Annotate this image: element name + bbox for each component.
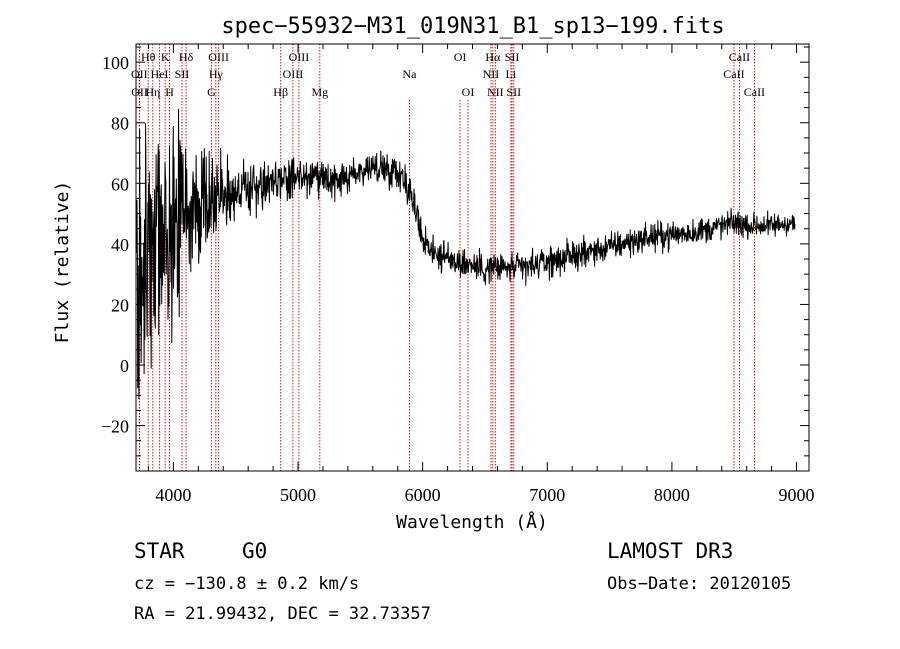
y-tick-label: 60 (111, 174, 129, 194)
observation-date: Obs−Date: 20120105 (607, 574, 792, 594)
line-label: Hα (485, 50, 501, 64)
plot-frame (135, 43, 810, 472)
y-tick-label: 40 (111, 235, 129, 255)
line-label: G (207, 85, 216, 99)
y-tick-label: 80 (111, 114, 129, 134)
x-tick-label: 5000 (280, 485, 316, 505)
coordinates: RA = 21.99432, DEC = 32.73357 (134, 604, 431, 624)
line-label: OI (454, 50, 467, 64)
x-axis: 4000 5000 6000 7000 8000 9000 (147, 44, 815, 505)
line-label: NII (483, 67, 500, 81)
radial-velocity: cz = −130.8 ± 0.2 km/s (134, 574, 360, 594)
x-tick-label: 8000 (654, 485, 690, 505)
survey-release: LAMOST DR3 (607, 539, 734, 563)
y-tick-label: 20 (111, 295, 129, 315)
y-tick-label: 0 (120, 356, 129, 376)
line-label: CaII (723, 67, 744, 81)
line-label: SII (505, 50, 520, 64)
line-label: Hγ (209, 67, 224, 81)
line-label: H (165, 85, 174, 99)
x-tick-label: 9000 (779, 485, 815, 505)
x-axis-title: Wavelength (Å) (396, 511, 548, 533)
x-tick-label: 4000 (155, 485, 191, 505)
x-tick-label: 7000 (529, 485, 565, 505)
line-label: OIII (283, 67, 304, 81)
chart-title: spec−55932−M31_019N31_B1_sp13−199.fits (221, 14, 724, 39)
line-label: K (161, 50, 170, 64)
line-label: HeI (151, 67, 169, 81)
spectrum-series (136, 108, 796, 400)
y-axis-title: Flux (relative) (52, 181, 73, 344)
spectrum-line (136, 108, 796, 400)
line-label: SII (175, 67, 190, 81)
y-tick-label: −20 (101, 417, 129, 437)
line-label: Na (402, 67, 417, 81)
y-axis: −20 0 20 40 60 80 100 (101, 46, 809, 457)
line-label: NII (487, 85, 504, 99)
line-label: OIII (289, 50, 310, 64)
line-label: Hβ (273, 85, 288, 99)
line-label: Hδ (179, 50, 194, 64)
object-class: STAR (134, 539, 185, 563)
line-label: Hθ (141, 50, 156, 64)
line-label: SII (506, 85, 521, 99)
line-label: Mg (311, 85, 328, 99)
line-label: Hη (145, 85, 160, 99)
line-label: OII (131, 67, 148, 81)
y-tick-label: 100 (102, 53, 129, 73)
line-label: CaII (744, 85, 765, 99)
x-tick-label: 6000 (405, 485, 441, 505)
line-label: OIII (208, 50, 229, 64)
line-label: OI (462, 85, 475, 99)
line-label: CaII (729, 50, 750, 64)
line-label: Li (506, 67, 517, 81)
spectral-subclass: G0 (242, 539, 268, 563)
